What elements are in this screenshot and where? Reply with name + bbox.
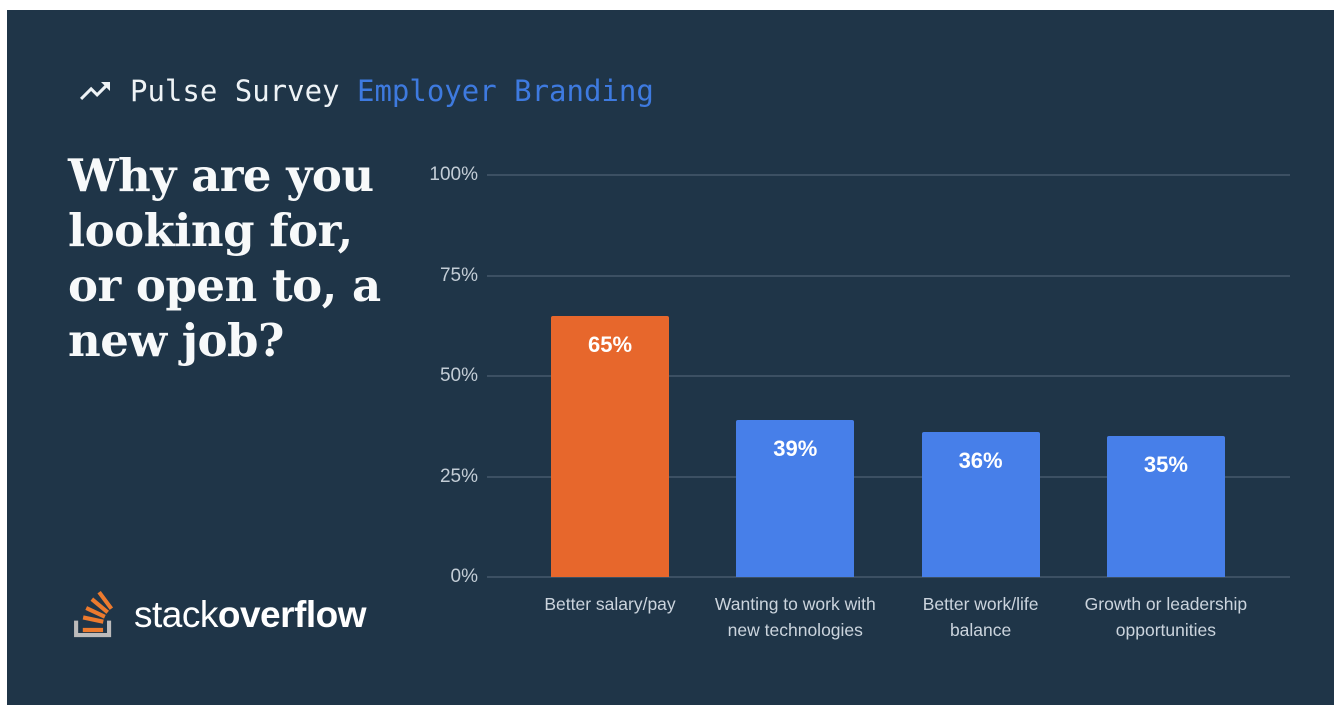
bar-value-label: 35% bbox=[1143, 452, 1188, 478]
y-axis-tick-label: 100% bbox=[429, 164, 478, 185]
bar-value-label: 39% bbox=[773, 436, 818, 462]
gridline-25% bbox=[487, 475, 1290, 478]
bar-3: 36% bbox=[921, 432, 1040, 577]
logo-word-stack: stack bbox=[134, 594, 218, 635]
bar-4: 35% bbox=[1106, 436, 1225, 577]
header-labels: Pulse Survey Employer Branding bbox=[130, 72, 654, 110]
gridline-50% bbox=[487, 375, 1290, 377]
bar-2: 39% bbox=[736, 420, 855, 577]
title-line: Why are you bbox=[68, 149, 374, 202]
y-axis-tick-label: 25% bbox=[439, 465, 478, 487]
trending-up-icon bbox=[76, 73, 114, 109]
survey-label: Pulse Survey bbox=[130, 74, 340, 108]
y-axis-tick-label: 75% bbox=[439, 264, 478, 286]
x-axis-category-label: Wanting to work with new technologies bbox=[714, 594, 876, 640]
header: Pulse Survey Employer Branding bbox=[76, 72, 654, 110]
gridline-75% bbox=[487, 274, 1290, 277]
plot-area: 65% 39% 36% 35% bbox=[487, 174, 1290, 578]
stackoverflow-icon bbox=[62, 581, 126, 649]
title-line: new job? bbox=[68, 314, 284, 367]
gridline-100% bbox=[487, 174, 1290, 176]
title-line: or open to, a bbox=[68, 259, 381, 312]
slide-panel bbox=[7, 10, 1334, 705]
gridline-0% bbox=[487, 576, 1290, 578]
stackoverflow-logo: stackoverflow bbox=[62, 580, 367, 650]
bar-1: 65% bbox=[551, 315, 669, 577]
edition-label: Employer Branding bbox=[356, 74, 654, 108]
y-axis-tick-label: 50% bbox=[439, 365, 478, 386]
x-axis-category-label: Better salary/pay bbox=[544, 594, 676, 614]
x-axis-category-label: Growth or leadership opportunities bbox=[1084, 594, 1248, 640]
bar-value-label: 65% bbox=[587, 331, 633, 357]
x-axis-category-label: Better work/life balance bbox=[922, 594, 1039, 640]
title-line: looking for, bbox=[68, 204, 353, 257]
logo-word-overflow: overflow bbox=[217, 594, 367, 635]
bar-value-label: 36% bbox=[958, 448, 1003, 474]
y-axis-tick-label: 0% bbox=[450, 566, 478, 587]
logo-wordmark: stackoverflow bbox=[134, 580, 367, 650]
question-title: Why are you looking for, or open to, a n… bbox=[68, 148, 381, 368]
